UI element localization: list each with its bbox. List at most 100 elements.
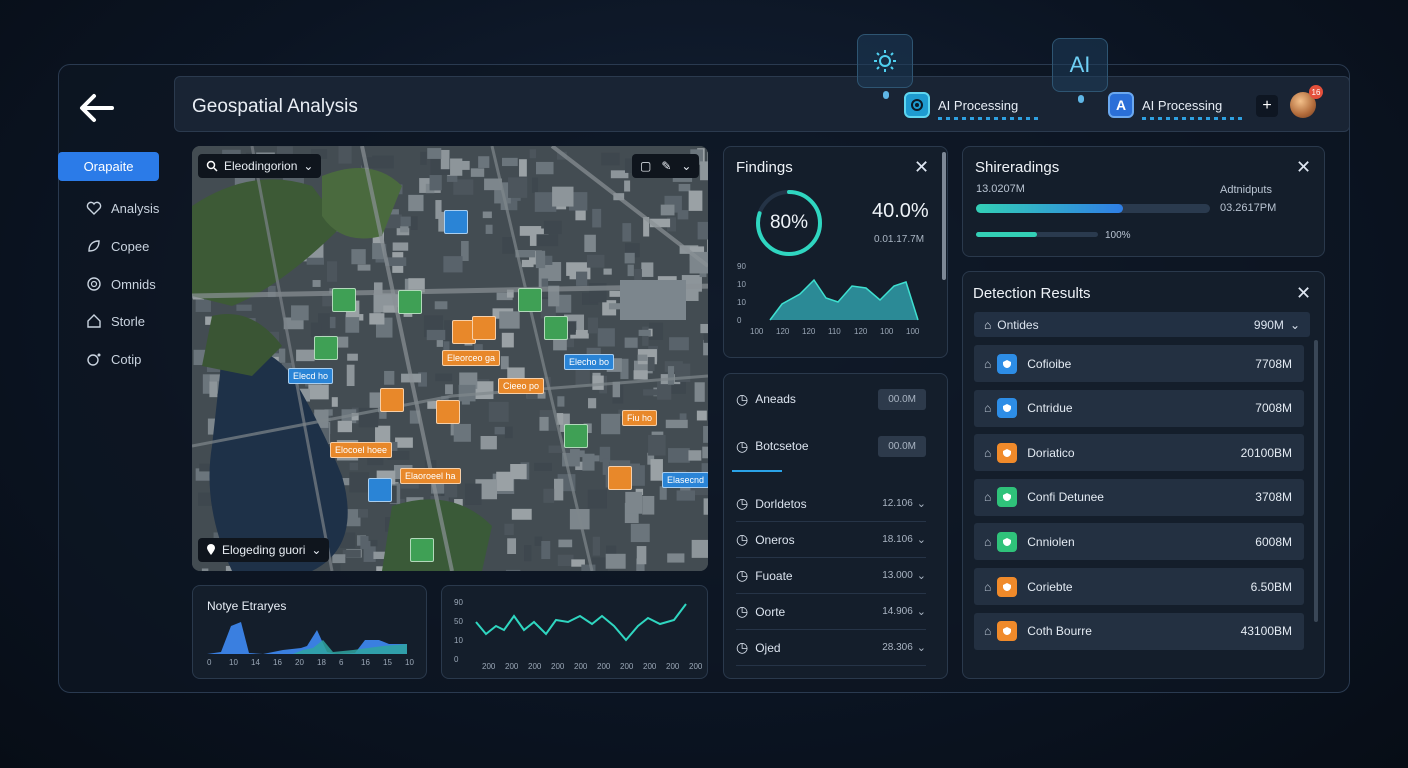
- detection-value: 7708M: [1255, 356, 1292, 371]
- findings-ring-value: 80%: [769, 212, 809, 233]
- y-tick-label: 10: [737, 280, 746, 289]
- map-annotation-9[interactable]: Cieeo po: [498, 378, 545, 394]
- map-annotation-17[interactable]: [436, 400, 460, 424]
- map-annotation-13[interactable]: Elasecnd: [662, 472, 708, 488]
- map-annotation-20[interactable]: [368, 478, 392, 502]
- detection-row[interactable]: ⌂ Cofioibe 7708M: [974, 345, 1304, 382]
- chevron-down-icon[interactable]: ⌄: [681, 159, 692, 173]
- close-icon[interactable]: ✕: [914, 157, 930, 177]
- scrollbar[interactable]: [942, 152, 946, 280]
- tag-icon: ⌂: [984, 445, 992, 460]
- tag-icon: ⌂: [984, 317, 992, 332]
- x-tick-label: 200: [620, 662, 634, 671]
- map-annotation-21[interactable]: [410, 538, 434, 562]
- ai-float-badge: AI: [1052, 38, 1108, 103]
- clock-icon: ◷: [736, 603, 749, 619]
- metric-row[interactable]: ◷ Oneros 18.106 ⌄: [736, 522, 926, 558]
- x-tick-label: 16: [273, 658, 282, 667]
- map-annotation-3[interactable]: [518, 288, 542, 312]
- map-annotation-10[interactable]: Fiu ho: [622, 410, 658, 426]
- map-annotation-19[interactable]: [608, 466, 632, 490]
- shireradings-card: [962, 146, 1325, 257]
- map-annotation-7[interactable]: Eleorceo ga: [442, 350, 501, 366]
- satellite-map[interactable]: Elecd ho Eleorceo ga Elecho bo Cieeo po Fiu …: [192, 146, 708, 571]
- metric-value: 28.306: [882, 642, 913, 653]
- map-annotation-8[interactable]: Elecho bo: [564, 354, 615, 370]
- detection-value: 20100BM: [1240, 445, 1292, 460]
- sun-settings-float-icon: [857, 34, 913, 99]
- x-tick-label: 15: [383, 658, 392, 667]
- metric-row-left: ◷ Botcsetoe: [736, 438, 878, 455]
- detection-row[interactable]: ⌂ Doriatico 20100BM: [974, 434, 1304, 472]
- tag-icon: ⌂: [984, 579, 992, 594]
- sidebar-item-cotip[interactable]: Cotip: [86, 351, 141, 367]
- map-annotation-11[interactable]: Elocoel hoee: [330, 442, 393, 458]
- active-tab-indicator: [732, 470, 782, 472]
- metric-label: Oorte: [755, 604, 786, 619]
- detection-row[interactable]: ⌂ Confi Detunee 3708M: [974, 478, 1304, 516]
- layers-icon[interactable]: ▢: [640, 159, 652, 173]
- sidebar-item-storle[interactable]: Storle: [86, 313, 145, 329]
- progress-fill-2: [976, 232, 1037, 237]
- bottom-mid-chart-card: 90 50 10 0 200 200 200 200 200 200 200 200 200 200: [441, 585, 708, 679]
- metric-row[interactable]: ◷ Fuoate 13.000 ⌄: [736, 558, 926, 594]
- x-tick-label: 10: [405, 658, 414, 667]
- detection-filter-select[interactable]: ⌂ Ontides 990M ⌄: [974, 312, 1310, 337]
- map-search-pill[interactable]: Eleodingorion ⌄: [198, 154, 322, 178]
- metric-row[interactable]: ◷ Dorldetos 12.106 ⌄: [736, 486, 926, 522]
- map-annotation-1[interactable]: [332, 288, 356, 312]
- back-arrow-icon[interactable]: [74, 90, 118, 130]
- metric-row[interactable]: ◷ Botcsetoe 00.0M: [736, 428, 926, 464]
- map-annotation-18[interactable]: [564, 424, 588, 448]
- map-annotation-15[interactable]: [472, 316, 496, 340]
- map-annotation-6[interactable]: Elecd ho: [288, 368, 334, 384]
- metric-label: Oneros: [755, 532, 795, 547]
- y-tick-label: 10: [454, 636, 463, 645]
- chevron-down-icon: ⌄: [916, 498, 926, 510]
- close-icon[interactable]: ✕: [1296, 283, 1312, 303]
- map-annotation-4[interactable]: [544, 316, 568, 340]
- home-icon: [87, 314, 101, 328]
- metric-value: 00.0M: [878, 435, 926, 457]
- close-icon[interactable]: ✕: [1296, 157, 1312, 177]
- x-tick-label: 100: [750, 327, 764, 336]
- detection-row[interactable]: ⌂ Coriebte 6.50BM: [974, 568, 1304, 605]
- detection-name: Doriatico: [1027, 445, 1075, 460]
- tag-icon: ⌂: [984, 356, 992, 371]
- map-location-pill[interactable]: Elogeding guori ⌄: [198, 538, 330, 562]
- metric-row[interactable]: ◷ Aneads 00.0M: [736, 381, 926, 417]
- metric-value: 13.000: [882, 570, 913, 581]
- detection-row[interactable]: ⌂ Cnniolen 6008M: [974, 523, 1304, 561]
- detection-row[interactable]: ⌂ Cntridue 7008M: [974, 389, 1304, 427]
- map-annotation-2[interactable]: [398, 290, 422, 314]
- metric-value: 14.906: [882, 606, 913, 617]
- y-tick-label: 10: [737, 298, 746, 307]
- notification-badge: 16: [1309, 85, 1323, 99]
- x-tick-label: 20: [295, 658, 304, 667]
- metric-row[interactable]: ◷ Oorte 14.906 ⌄: [736, 594, 926, 630]
- add-button[interactable]: +: [1256, 95, 1278, 117]
- x-tick-label: 16: [361, 658, 370, 667]
- x-tick-label: 200: [482, 662, 496, 671]
- scrollbar[interactable]: [1314, 340, 1318, 622]
- x-tick-label: 100: [906, 327, 920, 336]
- sidebar-item-omnids[interactable]: Omnids: [86, 276, 156, 292]
- sidebar-item-active[interactable]: Orapaite: [58, 152, 159, 181]
- edit-icon[interactable]: ✎: [661, 159, 672, 173]
- map-annotation-0[interactable]: [444, 210, 468, 234]
- sidebar-item-analysis[interactable]: Analysis: [86, 200, 159, 216]
- progress-fill-1: [976, 204, 1124, 213]
- map-annotation-5[interactable]: [314, 336, 338, 360]
- x-tick-label: 6: [339, 658, 344, 667]
- sidebar-item-copee[interactable]: Copee: [86, 238, 149, 254]
- map-annotation-16[interactable]: [380, 388, 404, 412]
- metric-label: Dorldetos: [755, 496, 807, 511]
- metric-row[interactable]: ◷ Ojed 28.306 ⌄: [736, 630, 926, 666]
- progress-track-2: [976, 232, 1098, 237]
- detection-row[interactable]: ⌂ Coth Bourre 43100BM: [974, 612, 1304, 650]
- map-annotation-12[interactable]: Elaoroeel ha: [400, 468, 461, 484]
- detection-value: 6008M: [1255, 534, 1292, 549]
- chevron-down-icon: ⌄: [311, 543, 322, 557]
- tag-icon: ⌂: [984, 624, 992, 639]
- x-tick-label: 10: [229, 658, 238, 667]
